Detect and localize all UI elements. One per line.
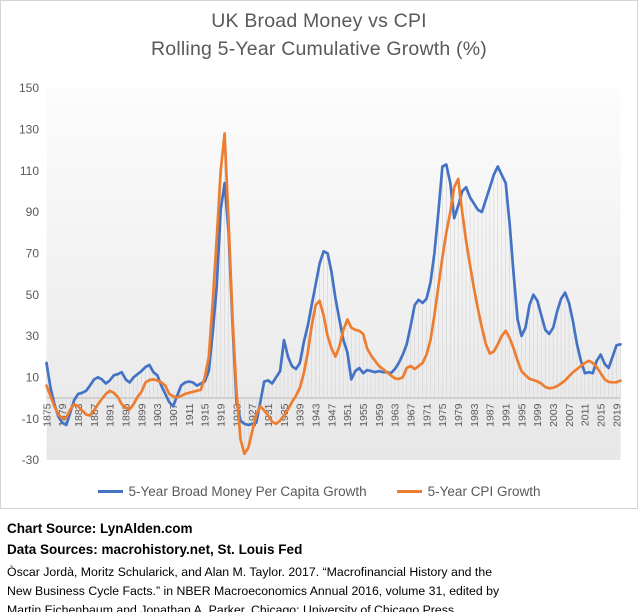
y-tick-label: 10	[26, 371, 40, 385]
legend-item-cpi: 5-Year CPI Growth	[396, 483, 541, 499]
x-tick-label: 1919	[215, 403, 227, 427]
y-tick-label: -10	[22, 412, 40, 426]
x-tick-label: 1903	[152, 403, 164, 427]
x-tick-label: 1899	[136, 403, 148, 427]
legend-label-broad-money: 5-Year Broad Money Per Capita Growth	[128, 483, 367, 499]
footer: Chart Source: LynAlden.com Data Sources:…	[7, 518, 631, 612]
chart-title: UK Broad Money vs CPI Rolling 5-Year Cum…	[0, 7, 638, 63]
y-tick-label: 110	[20, 164, 39, 178]
y-tick-label: 150	[19, 81, 39, 95]
citation: Òscar Jordà, Moritz Schularick, and Alan…	[7, 563, 631, 612]
chart-source-line: Chart Source: LynAlden.com	[7, 521, 193, 536]
data-sources-line: Data Sources: macrohistory.net, St. Loui…	[7, 542, 303, 557]
x-tick-label: 2011	[580, 403, 592, 426]
x-tick-label: 2007	[564, 403, 576, 427]
citation-line-2: New Business Cycle Facts.” in NBER Macro…	[7, 584, 500, 598]
x-tick-label: 1947	[326, 403, 338, 427]
x-tick-label: 1915	[200, 403, 212, 427]
legend-label-cpi: 5-Year CPI Growth	[427, 483, 541, 499]
legend-swatch-broad-money	[97, 489, 123, 493]
x-tick-label: 1959	[374, 403, 386, 427]
x-tick-label: 2015	[596, 403, 608, 427]
x-tick-label: 1999	[532, 403, 544, 427]
x-tick-label: 1887	[89, 403, 101, 427]
series-line-broad-money	[45, 163, 622, 427]
y-tick-label: 90	[26, 205, 40, 219]
x-tick-label: 1963	[390, 403, 402, 427]
citation-line-3: Martin Eichenbaum and Jonathan A. Parker…	[7, 603, 458, 612]
x-tick-label: 1939	[295, 403, 307, 427]
x-tick-label: 1991	[501, 403, 513, 427]
chart-legend: 5-Year Broad Money Per Capita Growth 5-Y…	[0, 481, 638, 501]
y-tick-label: -30	[22, 453, 40, 467]
x-tick-label: 1983	[469, 403, 481, 427]
x-tick-label: 1943	[310, 403, 322, 427]
x-tick-label: 1971	[421, 403, 433, 427]
chart-title-line2: Rolling 5-Year Cumulative Growth (%)	[151, 38, 487, 60]
legend-swatch-cpi	[396, 489, 422, 493]
x-tick-label: 1975	[437, 403, 449, 427]
citation-line-1: Òscar Jordà, Moritz Schularick, and Alan…	[7, 565, 493, 579]
x-tick-label: 1951	[342, 403, 354, 427]
legend-item-broad-money: 5-Year Broad Money Per Capita Growth	[97, 483, 367, 499]
x-tick-label: 1907	[168, 403, 180, 427]
series-line-cpi	[45, 132, 622, 456]
x-tick-label: 1891	[105, 403, 117, 427]
y-tick-label: 130	[19, 123, 39, 137]
x-tick-label: 2019	[611, 403, 623, 427]
x-tick-label: 1875	[41, 403, 53, 427]
x-tick-label: 1995	[516, 403, 528, 427]
y-tick-label: 30	[26, 329, 40, 343]
x-tick-label: 1911	[184, 403, 196, 426]
x-tick-label: 2003	[548, 403, 560, 427]
x-tick-label: 1987	[485, 403, 497, 427]
x-tick-label: 1979	[453, 403, 465, 427]
x-tick-label: 1967	[405, 403, 417, 427]
y-tick-label: 70	[26, 247, 40, 261]
x-tick-label: 1955	[358, 403, 370, 427]
y-tick-label: 50	[26, 288, 40, 302]
chart-title-line1: UK Broad Money vs CPI	[211, 10, 427, 32]
